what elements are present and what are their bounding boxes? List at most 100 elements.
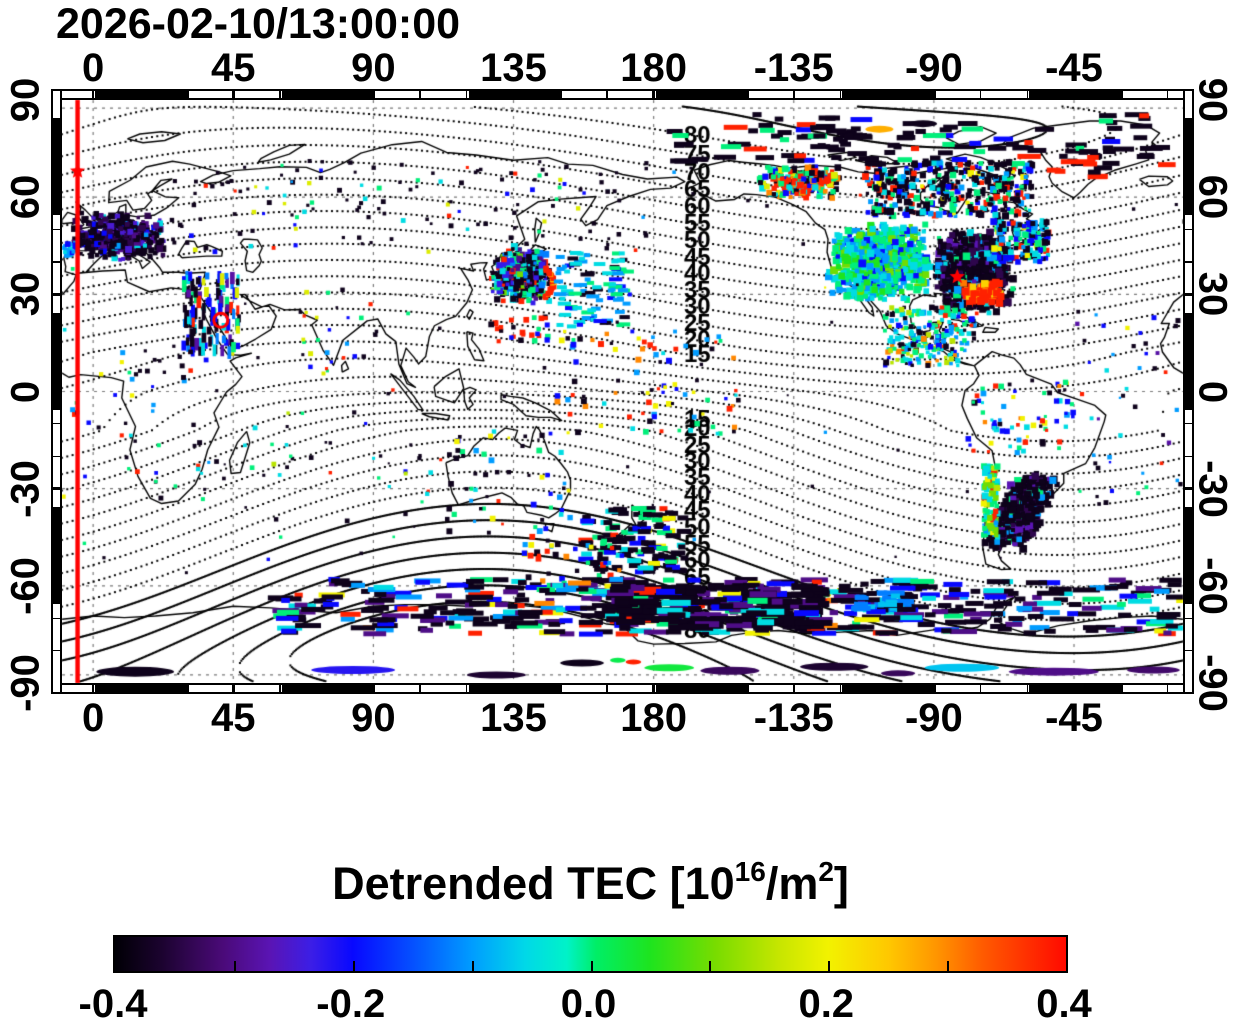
lon-label-bottom-45: 45 [211, 696, 256, 740]
lon-label-bottom-180: 180 [620, 696, 687, 740]
axis-tick [279, 89, 281, 100]
axis-tick [1183, 455, 1194, 457]
axis-tick [839, 89, 842, 100]
axis-tick [419, 89, 421, 100]
lon-label-bottom--45: -45 [1045, 696, 1103, 740]
axis-tick [1183, 650, 1194, 652]
axis-tick [652, 683, 655, 694]
colorbar-title-label: Detrended TEC [332, 858, 658, 909]
axis-tick [652, 89, 655, 100]
axis-tick [139, 683, 141, 694]
lon-label-top-90: 90 [351, 46, 396, 90]
axis-tick [699, 89, 701, 100]
axis-tick [1183, 164, 1194, 166]
axis-tick [1183, 358, 1194, 360]
colorbar-unit-exp2: 2 [818, 856, 834, 887]
lat-label-left-30: 30 [3, 272, 48, 317]
lat-label-right-30: 30 [1190, 272, 1235, 317]
lat-label-left--30: -30 [3, 459, 48, 518]
axis-tick [979, 683, 982, 694]
axis-tick [372, 683, 375, 694]
lon-label-top--90: -90 [904, 46, 963, 90]
lon-label-top--45: -45 [1045, 46, 1103, 90]
frame-segment [1029, 91, 1123, 98]
lon-label-top--135: -135 [753, 46, 834, 90]
frame-segment [655, 91, 750, 98]
axis-tick [139, 89, 141, 100]
axis-tick [1120, 683, 1122, 694]
frame-segment [1185, 312, 1192, 410]
axis-tick [91, 89, 95, 100]
axis-tick [232, 89, 235, 100]
axis-tick [1183, 131, 1194, 133]
axis-tick [792, 89, 795, 100]
axis-tick [51, 487, 62, 490]
axis-tick [51, 390, 62, 393]
plot-title: 2026-02-10/13:00:00 [56, 0, 461, 48]
frame-segment [468, 685, 563, 692]
frame-segment [468, 91, 563, 98]
colorbar-minor-tick [471, 961, 474, 971]
axis-tick [51, 293, 62, 296]
lat-label-left-0: 0 [3, 380, 48, 403]
axis-tick [932, 683, 936, 694]
axis-tick [559, 89, 561, 100]
lon-label-bottom--90: -90 [904, 696, 963, 740]
axis-tick [839, 683, 842, 694]
axis-tick [559, 683, 561, 694]
lat-label-right-60: 60 [1190, 174, 1235, 220]
axis-tick [185, 89, 188, 100]
frame-segment [281, 685, 376, 692]
axis-tick [886, 89, 888, 100]
colorbar-minor-tick [590, 961, 593, 971]
lat-label-left--60: -60 [3, 556, 48, 615]
lon-label-top-180: 180 [620, 46, 687, 90]
axis-tick [51, 326, 62, 328]
lat-label-right--30: -30 [1190, 459, 1235, 518]
axis-tick [419, 683, 421, 694]
axis-tick [279, 683, 281, 694]
colorbar-unit-prefix: [10 [657, 858, 735, 909]
frame-band-bottom [51, 683, 1194, 694]
axis-tick [1183, 423, 1194, 425]
frame-segment [655, 685, 750, 692]
frame-segment [281, 91, 376, 98]
frame-segment [1185, 118, 1192, 216]
axis-tick [1026, 89, 1028, 100]
lon-label-top-0: 0 [82, 46, 105, 90]
axis-tick [51, 261, 62, 263]
axis-tick [699, 683, 701, 694]
axis-tick [1166, 683, 1169, 694]
frame-segment [95, 685, 189, 692]
axis-tick [746, 683, 748, 694]
axis-tick [746, 89, 748, 100]
colorbar-tick-label-0.4: 0.4 [1036, 982, 1092, 1024]
axis-tick [606, 89, 608, 100]
axis-tick [1072, 89, 1076, 100]
axis-tick [51, 584, 62, 588]
frame-segment [95, 91, 189, 98]
axis-tick [1183, 293, 1194, 296]
colorbar-minor-tick [709, 961, 712, 971]
axis-tick [1072, 683, 1076, 694]
lon-label-bottom-135: 135 [480, 696, 547, 740]
axis-tick [91, 683, 95, 694]
colorbar-tick-label-0.2: 0.2 [798, 982, 855, 1024]
frame-segment [53, 118, 60, 216]
axis-tick [51, 228, 62, 231]
colorbar-title: Detrended TEC [1016/m2] [113, 856, 1068, 910]
axis-tick [1026, 683, 1028, 694]
lat-label-right--60: -60 [1190, 556, 1235, 615]
lat-label-right-0: 0 [1190, 380, 1235, 403]
colorbar-unit-suffix: ] [833, 858, 849, 909]
frame-segment [1185, 506, 1192, 605]
lon-label-top-45: 45 [211, 46, 256, 90]
axis-tick [51, 455, 62, 457]
lat-label-left-60: 60 [3, 174, 48, 220]
frame-segment [842, 685, 936, 692]
axis-tick [51, 195, 62, 199]
colorbar-tick-label--0.2: -0.2 [316, 982, 386, 1024]
axis-tick [51, 358, 62, 360]
frame-band-top [51, 89, 1194, 100]
axis-tick [1183, 584, 1194, 588]
